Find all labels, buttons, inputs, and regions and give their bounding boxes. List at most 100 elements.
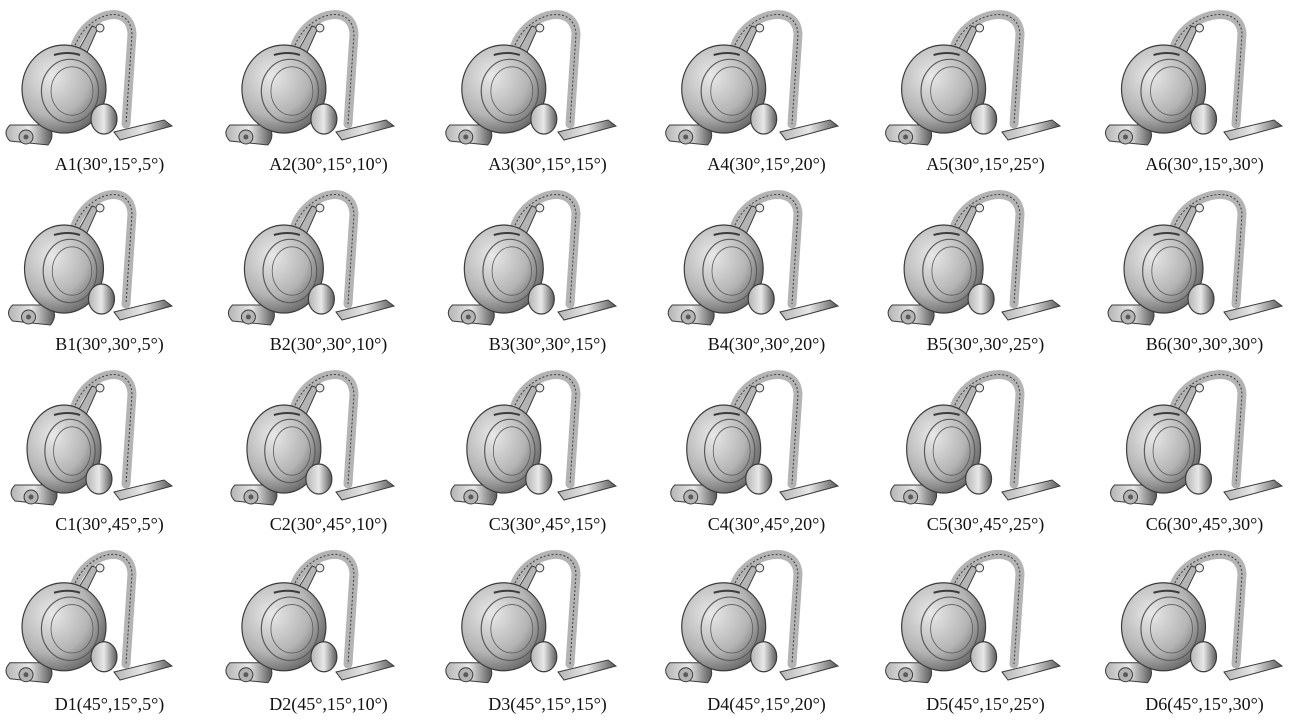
floor-nozzle	[113, 479, 174, 501]
side-panel-ring	[262, 238, 318, 304]
side-panel-inner-ring	[931, 246, 972, 296]
hose-ribs	[733, 194, 799, 305]
floor-nozzle	[1223, 299, 1284, 321]
render-caption: D6(45°,15°,30°)	[1145, 694, 1264, 714]
render-caption: B4(30°,30°,20°)	[707, 334, 826, 354]
side-panel-ring	[40, 58, 100, 124]
vacuum-body	[241, 44, 327, 134]
hose-ribs	[953, 194, 1021, 305]
side-panel-inner-ring	[50, 66, 94, 116]
vacuum-cleaner-render	[2, 544, 217, 694]
rear-wheel	[310, 641, 338, 673]
side-panel-inner-ring	[1150, 604, 1193, 654]
floor-nozzle	[557, 119, 618, 141]
vacuum-illustration	[890, 370, 1062, 506]
render-cell: A3(30°,15°,15°)	[438, 0, 657, 180]
caster-hub	[465, 314, 471, 320]
rear-wheel	[305, 463, 333, 495]
top-slot	[1153, 52, 1180, 56]
hose-ribs	[953, 553, 1021, 665]
caster-hub	[463, 134, 469, 140]
top-slot	[273, 52, 301, 56]
side-panel-inner-ring	[270, 604, 314, 654]
hose-ribs	[733, 374, 799, 485]
caster-hub	[688, 494, 694, 500]
vacuum-cleaner-render	[221, 364, 436, 514]
vacuum-illustration	[8, 190, 174, 326]
side-panel-inner-ring	[51, 246, 93, 296]
top-slot	[493, 232, 521, 236]
side-panel-ring	[42, 238, 98, 304]
handle-knob	[535, 203, 545, 213]
side-panel-inner-ring	[273, 426, 311, 476]
hose-ribs	[733, 553, 799, 665]
hose-ribs	[513, 374, 577, 485]
floor-nozzle	[779, 479, 840, 501]
handle-knob	[95, 23, 105, 33]
rear-wheel	[969, 103, 998, 135]
render-cell: B5(30°,30°,25°)	[876, 180, 1095, 360]
rear-wheel	[967, 283, 995, 315]
vacuum-body	[681, 582, 767, 672]
render-caption: D4(45°,15°,20°)	[707, 694, 826, 714]
handle-knob	[1195, 563, 1204, 573]
rear-wheel	[85, 463, 113, 495]
render-cell: B6(30°,30°,30°)	[1095, 180, 1314, 360]
side-panel-ring	[484, 418, 536, 484]
side-panel-ring	[480, 596, 539, 662]
side-panel-inner-ring	[490, 604, 534, 654]
top-slot	[713, 412, 741, 416]
top-slot	[933, 52, 960, 56]
rear-wheel	[750, 103, 778, 135]
side-panel-ring	[40, 596, 100, 662]
side-panel-inner-ring	[490, 66, 534, 116]
vacuum-illustration	[665, 10, 840, 146]
rear-wheel	[747, 283, 775, 315]
render-cell: C3(30°,45°,15°)	[438, 360, 657, 540]
render-cell: C1(30°,45°,5°)	[0, 360, 219, 540]
render-caption: A6(30°,15°,30°)	[1145, 154, 1264, 174]
caster-hub	[1123, 134, 1128, 140]
caster-hub	[683, 134, 689, 140]
vacuum-illustration	[885, 10, 1062, 146]
render-cell: B2(30°,30°,10°)	[219, 180, 438, 360]
floor-nozzle	[557, 479, 618, 501]
top-slot	[933, 232, 960, 236]
render-caption: B2(30°,30°,10°)	[269, 334, 388, 354]
render-cell: B1(30°,30°,5°)	[0, 180, 219, 360]
floor-nozzle	[779, 119, 840, 141]
side-panel-ring	[920, 596, 979, 662]
caster-hub	[23, 134, 29, 140]
rear-wheel	[969, 641, 998, 673]
side-panel-inner-ring	[270, 66, 314, 116]
handle-knob	[975, 203, 985, 213]
vacuum-illustration	[885, 549, 1062, 684]
side-panel-ring	[922, 238, 978, 304]
caster-hub	[1123, 672, 1128, 678]
vacuum-cleaner-render	[659, 364, 874, 514]
side-panel-inner-ring	[491, 246, 532, 296]
render-caption: C3(30°,45°,15°)	[488, 514, 607, 534]
render-caption: A3(30°,15°,15°)	[488, 154, 607, 174]
side-panel-ring	[700, 58, 759, 124]
side-panel-ring	[44, 418, 96, 484]
side-panel-ring	[482, 238, 538, 304]
caster-hub	[245, 314, 251, 320]
vacuum-illustration	[447, 190, 618, 326]
hose-ribs	[733, 14, 799, 125]
handle-knob	[535, 23, 545, 33]
rear-wheel	[90, 641, 118, 673]
hose-ribs	[1173, 14, 1243, 125]
top-slot	[53, 412, 81, 416]
handle-knob	[755, 23, 765, 33]
caster-hub	[905, 314, 911, 320]
vacuum-illustration	[445, 10, 618, 146]
render-caption: C2(30°,45°,10°)	[269, 514, 388, 534]
side-panel-inner-ring	[271, 246, 313, 296]
render-caption: B3(30°,30°,15°)	[488, 334, 607, 354]
top-slot	[53, 52, 81, 56]
side-panel-ring	[260, 596, 320, 662]
top-slot	[713, 232, 741, 236]
render-cell: A4(30°,15°,20°)	[657, 0, 876, 180]
render-cell: D6(45°,15°,30°)	[1095, 540, 1314, 720]
